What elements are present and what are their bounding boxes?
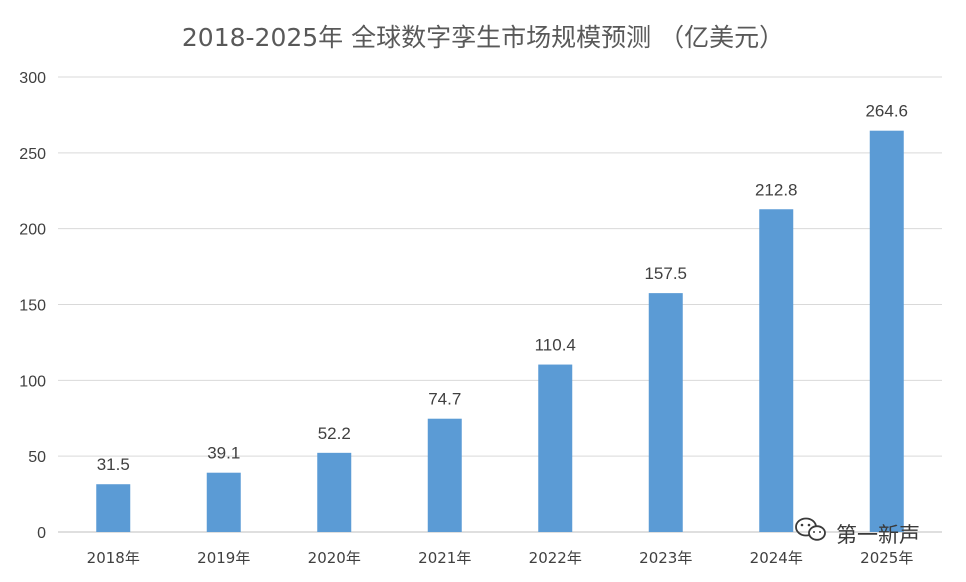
y-tick-label: 100 (19, 373, 46, 390)
data-label: 110.4 (535, 336, 576, 355)
x-category-label: 2019年 (197, 549, 250, 567)
x-category-label: 2025年 (860, 549, 913, 567)
data-label: 74.7 (428, 390, 461, 409)
bar-2022年 (538, 364, 573, 532)
chart-title: 2018-2025年 全球数字孪生市场规模预测 （亿美元） (182, 23, 784, 52)
y-tick-label: 250 (19, 146, 46, 163)
bar-2021年 (427, 418, 462, 532)
data-label: 212.8 (755, 180, 798, 199)
y-tick-label: 150 (19, 298, 46, 315)
gridlines (58, 76, 942, 533)
wechat-icon (795, 517, 826, 541)
y-tick-label: 200 (19, 222, 46, 239)
x-category-label: 2020年 (308, 549, 361, 567)
bar-2024年 (759, 209, 794, 532)
x-category-label: 2018年 (87, 549, 140, 567)
data-label: 52.2 (318, 424, 351, 443)
bar-2020年 (317, 452, 352, 532)
bar-2018年 (96, 484, 131, 532)
x-axis-categories: 2018年 2019年 2020年 2021年 2022年 2023年 2024年 2025年 (87, 549, 914, 567)
bar-2025年 (869, 130, 904, 532)
bar-2019年 (206, 472, 241, 532)
y-tick-label: 0 (37, 525, 46, 542)
x-category-label: 2022年 (529, 549, 582, 567)
data-labels: 31.5 39.1 52.2 74.7 110.4 157.5 212.8 264.6 (97, 102, 908, 475)
x-category-label: 2021年 (418, 549, 471, 567)
x-category-label: 2024年 (750, 549, 803, 567)
x-category-label: 2023年 (639, 549, 692, 567)
data-label: 39.1 (207, 444, 240, 463)
y-axis-ticks: 0 50 100 150 200 250 300 (19, 70, 46, 542)
y-tick-label: 50 (28, 449, 46, 466)
bar-2023年 (648, 293, 683, 532)
data-label: 157.5 (644, 264, 687, 283)
watermark: 第一新声 (795, 517, 920, 547)
y-tick-label: 300 (19, 70, 46, 87)
bars (96, 130, 904, 532)
data-label: 264.6 (865, 102, 908, 121)
watermark-text: 第一新声 (836, 523, 920, 547)
data-label: 31.5 (97, 455, 130, 474)
